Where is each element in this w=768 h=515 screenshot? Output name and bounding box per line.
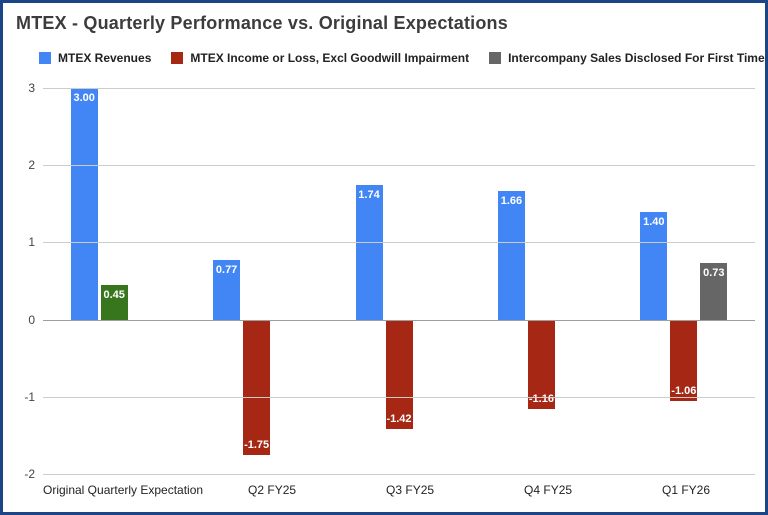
bar-revenues: 1.66 [497, 191, 525, 320]
bar-slot: -1.42 [385, 88, 413, 474]
bar-value-label: 1.66 [500, 195, 523, 208]
legend-swatch [171, 52, 184, 64]
bar-group: 1.40 -1.06 0.73 [613, 88, 755, 474]
bar-income: -1.75 [243, 319, 271, 455]
bar-slot [273, 88, 300, 474]
bar-income: -1.06 [670, 319, 698, 402]
bar-slot: -1.75 [243, 88, 271, 474]
y-axis: 3 2 1 0 -1 -2 [3, 81, 35, 481]
bar-slot: 0.77 [213, 88, 241, 474]
baseline-gridline [43, 319, 755, 321]
bar-revenues: 3.00 [70, 88, 98, 320]
bar-slot [131, 88, 158, 474]
bar-groups: 3.00 0.45 0.77 -1.75 1.74 -1.42 1.66 -1.16 1.40 -… [43, 88, 755, 474]
y-axis-tick-label: 3 [28, 81, 35, 95]
bar-slot [416, 88, 443, 474]
bar-income: -1.42 [385, 319, 413, 430]
x-axis-category-label: Q1 FY26 [662, 483, 711, 497]
bar-group: 1.74 -1.42 [328, 88, 470, 474]
bar-value-label: 0.77 [215, 264, 238, 277]
bar-intercompany-sales: 0.73 [700, 263, 728, 320]
x-axis: Original Quarterly Expectation Q2 FY25 Q3 … [43, 483, 755, 497]
bar-slot: 0.45 [100, 88, 128, 474]
gridline [43, 165, 755, 167]
legend: MTEX Revenues MTEX Income or Loss, Excl G… [39, 51, 765, 65]
bar-income: -1.16 [527, 319, 555, 410]
gridline [43, 88, 755, 89]
bar-group: 0.77 -1.75 [185, 88, 327, 474]
x-axis-category-label: Q2 FY25 [248, 483, 297, 497]
bar-value-label: 1.40 [643, 215, 665, 228]
bar-group: 1.66 -1.16 [470, 88, 612, 474]
bar-slot: 0.73 [700, 88, 728, 474]
x-axis-category-label: Q4 FY25 [524, 483, 573, 497]
legend-item: MTEX Revenues [39, 51, 151, 65]
y-axis-tick-label: 0 [28, 312, 35, 327]
y-axis-tick-label: 1 [28, 235, 35, 250]
bar-slot [558, 88, 585, 474]
bar-revenues: 1.40 [640, 211, 668, 320]
chart-title: MTEX - Quarterly Performance vs. Origina… [16, 13, 508, 33]
bar-group: 3.00 0.45 [43, 88, 185, 474]
legend-item: Intercompany Sales Disclosed For First T… [489, 51, 765, 65]
bar-slot: 1.40 [640, 88, 668, 474]
gridline [43, 396, 755, 398]
bar-value-label: -1.16 [528, 393, 554, 406]
bar-value-label: -1.42 [386, 413, 412, 426]
bar-value-label: 1.74 [358, 189, 380, 202]
gridline [43, 242, 755, 244]
bar-value-label: -1.06 [671, 385, 697, 398]
bar-revenues: 1.74 [355, 185, 383, 320]
y-axis-tick-label: -1 [24, 389, 35, 404]
bar-value-label: 3.00 [73, 92, 95, 104]
legend-label: MTEX Revenues [58, 51, 152, 65]
plot-area: 3.00 0.45 0.77 -1.75 1.74 -1.42 1.66 -1.16 1.40 -… [43, 88, 755, 475]
bar-slot: 1.66 [497, 88, 525, 474]
bar-value-label: -1.75 [244, 438, 270, 451]
bar-slot: -1.06 [670, 88, 698, 474]
legend-swatch [489, 52, 502, 64]
bar-income: 0.45 [100, 284, 128, 320]
bar-value-label: 0.45 [103, 288, 125, 301]
legend-label: MTEX Income or Loss, Excl Goodwill Impai… [190, 51, 470, 65]
bar-slot: 3.00 [70, 88, 98, 474]
legend-label: Intercompany Sales Disclosed For First T… [508, 51, 765, 65]
gridline [43, 474, 755, 475]
x-axis-category-label: Original Quarterly Expectation [43, 483, 204, 497]
legend-item: MTEX Income or Loss, Excl Goodwill Impai… [171, 51, 469, 65]
bar-revenues: 0.77 [213, 260, 241, 320]
legend-swatch [39, 52, 51, 64]
y-axis-tick-label: 2 [28, 158, 35, 173]
y-axis-tick-label: -2 [24, 467, 35, 481]
bar-slot: 1.74 [355, 88, 383, 474]
x-axis-category-label: Q3 FY25 [386, 483, 435, 497]
bar-value-label: 0.73 [703, 267, 725, 280]
bar-slot: -1.16 [527, 88, 555, 474]
